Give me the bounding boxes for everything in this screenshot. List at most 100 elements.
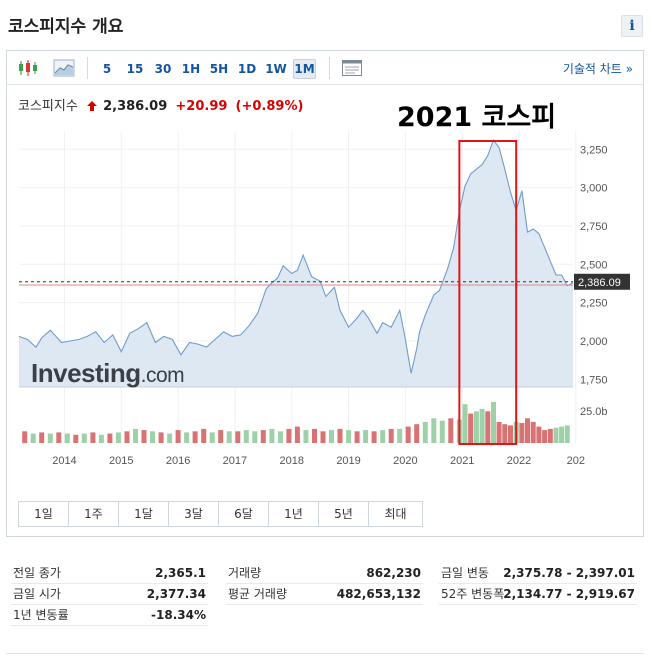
volume-bar [150, 431, 155, 444]
range-1d[interactable]: 1일 [19, 502, 69, 526]
indicators-icon[interactable] [341, 58, 363, 78]
price-line [18, 138, 574, 374]
stat-day-range: 금일 변동 2,375.78 - 2,397.01 [439, 563, 637, 584]
stat-value: 2,365.1 [155, 566, 206, 580]
quote-line: 코스피지수 2,386.09 +20.99 (+0.89%) [18, 95, 303, 114]
volume-bar [201, 428, 207, 443]
last-price-tag [574, 273, 630, 290]
volume-bar [47, 433, 53, 443]
interval-5h[interactable]: 5H [209, 62, 229, 76]
interval-15[interactable]: 15 [126, 62, 144, 76]
interval-30[interactable]: 30 [154, 62, 172, 76]
volume-bar [141, 430, 147, 443]
stat-value: 862,230 [366, 566, 421, 580]
volume-bar [525, 418, 530, 443]
volume-bar [167, 433, 173, 443]
volume-bar [107, 433, 113, 443]
price-area [19, 140, 573, 387]
stat-value: 2,375.78 - 2,397.01 [503, 566, 635, 580]
bottom-divider [6, 653, 644, 654]
volume-bar [124, 431, 130, 444]
volume-bar [496, 421, 502, 444]
candlestick-icon[interactable] [17, 58, 39, 78]
stat-label: 평균 거래량 [228, 587, 288, 601]
volume-bar [508, 425, 513, 443]
range-1m[interactable]: 1달 [119, 502, 169, 526]
range-3m[interactable]: 3달 [169, 502, 219, 526]
volume-bar [294, 426, 300, 443]
technical-chart-link[interactable]: 기술적 차트 » [562, 62, 633, 76]
volume-bar [312, 428, 317, 443]
stats-column-2: 거래량 862,230 평균 거래량 482,653,132 [226, 563, 423, 605]
y-tick-label: 3,000 [580, 183, 608, 195]
volume-bar [414, 424, 420, 443]
y-tick-label: 1,750 [580, 374, 608, 386]
volume-bar [226, 431, 232, 444]
stat-avg-volume: 평균 거래량 482,653,132 [226, 584, 423, 605]
x-tick-label: 2015 [109, 455, 133, 467]
volume-bar [320, 431, 326, 444]
interval-1d[interactable]: 1D [237, 62, 257, 76]
interval-1w[interactable]: 1W [265, 62, 287, 76]
volume-bar [530, 421, 536, 444]
volume-bar [133, 428, 138, 443]
range-6m[interactable]: 6달 [219, 502, 269, 526]
range-1w[interactable]: 1주 [69, 502, 119, 526]
price-chart: Investing.com 25.0b 3,250 3,000 2,750 2,500 2,… [18, 131, 630, 467]
volume-bar [115, 432, 121, 443]
x-tick-label: 2021 [450, 455, 474, 467]
interval-1m[interactable]: 1M [293, 59, 316, 79]
chart-panel: 5 15 30 1H 5H 1D 1W 1M 기술적 차트 » Investin… [6, 50, 644, 537]
volume-bar [363, 430, 369, 443]
price-change: +20.99 [175, 99, 228, 114]
volume-bar [30, 433, 36, 443]
stat-label: 금일 시가 [13, 587, 61, 601]
page-title: 코스피지수 개요 [8, 17, 124, 37]
volume-bar [485, 411, 491, 443]
volume-bar [260, 430, 266, 443]
volume-bar [448, 418, 454, 443]
volume-bar [39, 432, 45, 443]
volume-bar [337, 428, 343, 443]
stat-value: 482,653,132 [336, 587, 421, 601]
interval-5[interactable]: 5 [102, 62, 112, 76]
range-1y[interactable]: 1년 [269, 502, 319, 526]
area-chart-icon[interactable] [53, 58, 75, 78]
stat-label: 1년 변동률 [13, 608, 69, 622]
volume-bar [388, 428, 394, 443]
volume-bar [431, 418, 437, 443]
interval-1h[interactable]: 1H [181, 62, 201, 76]
annotation-box [458, 140, 518, 445]
investing-logo: Investing.com [31, 358, 184, 388]
volume-bar [439, 420, 445, 443]
volume-axis-label: 25.0b [580, 406, 608, 418]
x-tick-label: 2014 [52, 455, 76, 467]
price-change-percent: (+0.89%) [235, 99, 304, 114]
volume-bar [303, 430, 309, 443]
volume-bar [235, 431, 241, 444]
arrow-up-icon [86, 101, 97, 111]
stat-value: 2,134.77 - 2,919.67 [503, 587, 635, 601]
volume-bar [468, 413, 474, 443]
volume-bar [553, 427, 559, 443]
volume-bar [73, 434, 79, 443]
time-range-selector: 1일 1주 1달 3달 6달 1년 5년 최대 [18, 501, 423, 527]
volume-bar [405, 426, 411, 443]
stat-volume: 거래량 862,230 [226, 563, 423, 584]
range-5y[interactable]: 5년 [319, 502, 369, 526]
range-max[interactable]: 최대 [369, 502, 422, 526]
info-button[interactable]: i [621, 15, 643, 37]
volume-bar [536, 426, 542, 443]
volume-bar [479, 408, 485, 443]
stat-value: -18.34% [151, 608, 206, 622]
last-price: 2,386.09 [103, 99, 168, 114]
volume-bar [286, 428, 292, 443]
x-tick-label: 2016 [166, 455, 190, 467]
volume-bar [519, 423, 525, 443]
stat-label: 거래량 [228, 566, 262, 580]
stats-column-3: 금일 변동 2,375.78 - 2,397.01 52주 변동폭 2,134.… [439, 563, 637, 605]
volume-bar [218, 430, 224, 443]
volume-bar [81, 433, 87, 443]
volume-bar [422, 421, 428, 444]
annotation-text: 2021 코스피 [397, 102, 557, 133]
